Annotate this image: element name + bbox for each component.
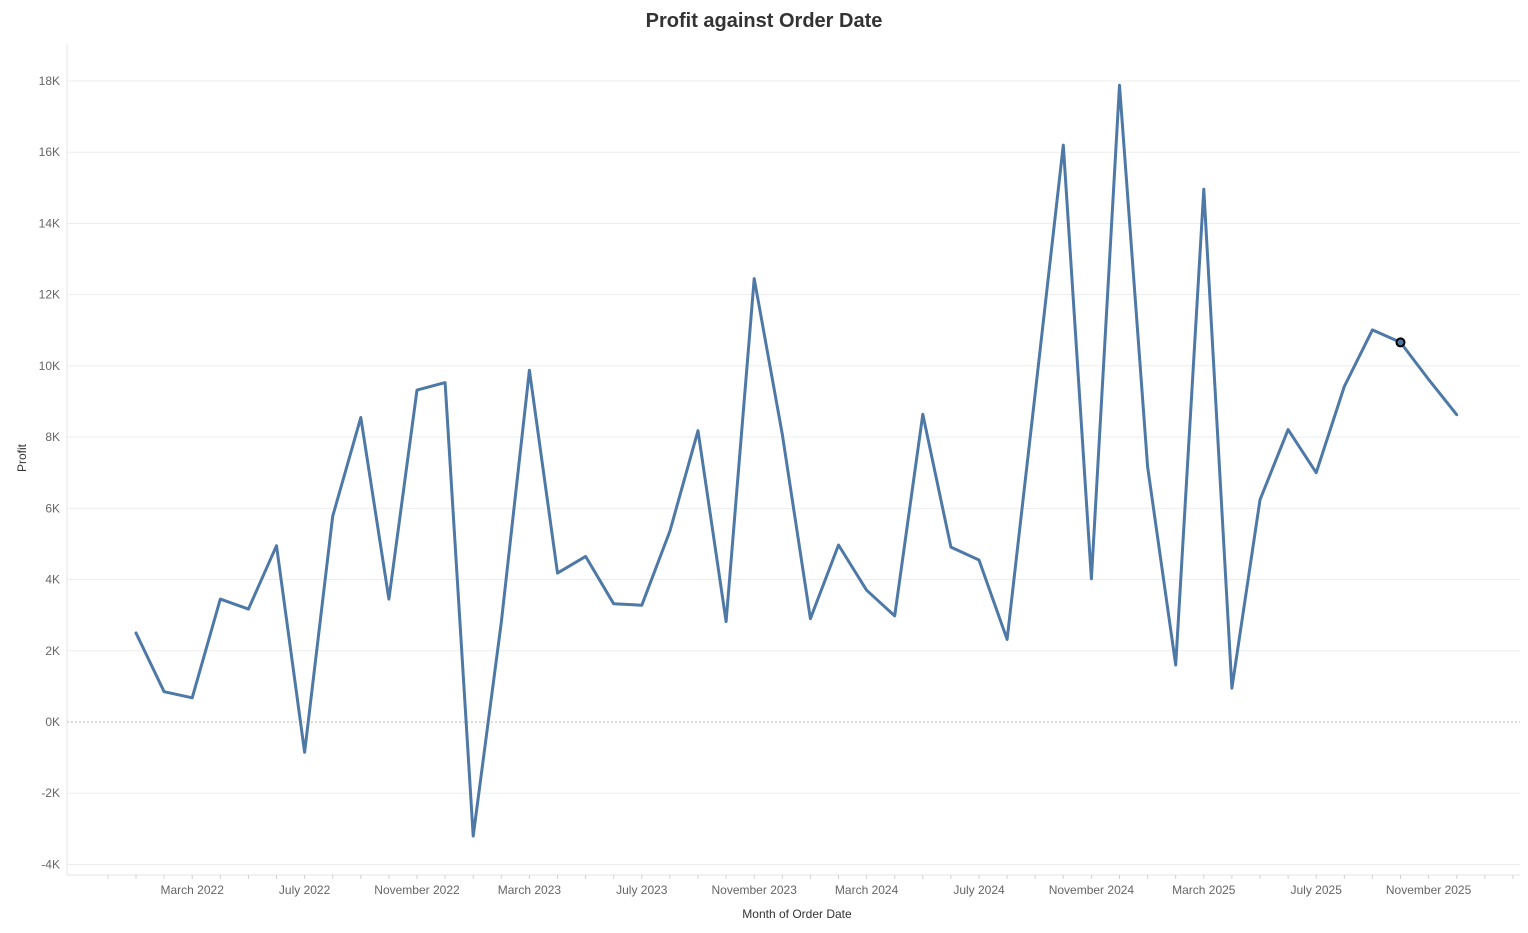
y-tick-label: 2K	[45, 644, 60, 658]
profit-series-line	[134, 83, 1459, 838]
x-tick-label: July 2023	[616, 883, 668, 897]
y-tick-label: 18K	[39, 74, 60, 88]
y-tick-label: 0K	[45, 715, 60, 729]
y-tick-label: -4K	[41, 857, 60, 871]
gridlines	[67, 80, 1520, 865]
y-tick-label: 10K	[39, 359, 60, 373]
x-tick-label: July 2025	[1291, 883, 1343, 897]
x-tick-label: November 2022	[374, 883, 460, 897]
x-axis: March 2022 July 2022 November 2022 March 20…	[107, 875, 1514, 897]
axes	[66, 44, 1520, 876]
y-tick-label: -2K	[41, 786, 60, 800]
y-tick-label: 12K	[39, 288, 60, 302]
x-tick-label: July 2022	[279, 883, 331, 897]
x-tick-label: March 2022	[161, 883, 225, 897]
x-tick-label: March 2025	[1172, 883, 1236, 897]
x-tick-label: November 2025	[1386, 883, 1472, 897]
y-tick-label: 8K	[45, 430, 60, 444]
x-tick-label: November 2024	[1049, 883, 1135, 897]
series-layer	[134, 83, 1459, 838]
x-tick-label: March 2024	[835, 883, 899, 897]
x-tick-label: November 2023	[712, 883, 798, 897]
y-axis-title: Profit	[15, 443, 29, 472]
chart-title: Profit against Order Date	[645, 10, 883, 32]
y-tick-label: 4K	[45, 573, 60, 587]
x-tick-label: July 2024	[953, 883, 1005, 897]
y-tick-label: 14K	[39, 216, 60, 230]
x-axis-title: Month of Order Date	[742, 907, 852, 921]
y-tick-label: 6K	[45, 501, 60, 515]
highlighted-data-point	[1395, 337, 1406, 348]
y-tick-label: 16K	[39, 145, 60, 159]
x-tick-label: March 2023	[498, 883, 562, 897]
y-axis: -4K -2K 0K 2K 4K 6K 8K 10K 12K 14K 16K 18K	[39, 74, 60, 871]
